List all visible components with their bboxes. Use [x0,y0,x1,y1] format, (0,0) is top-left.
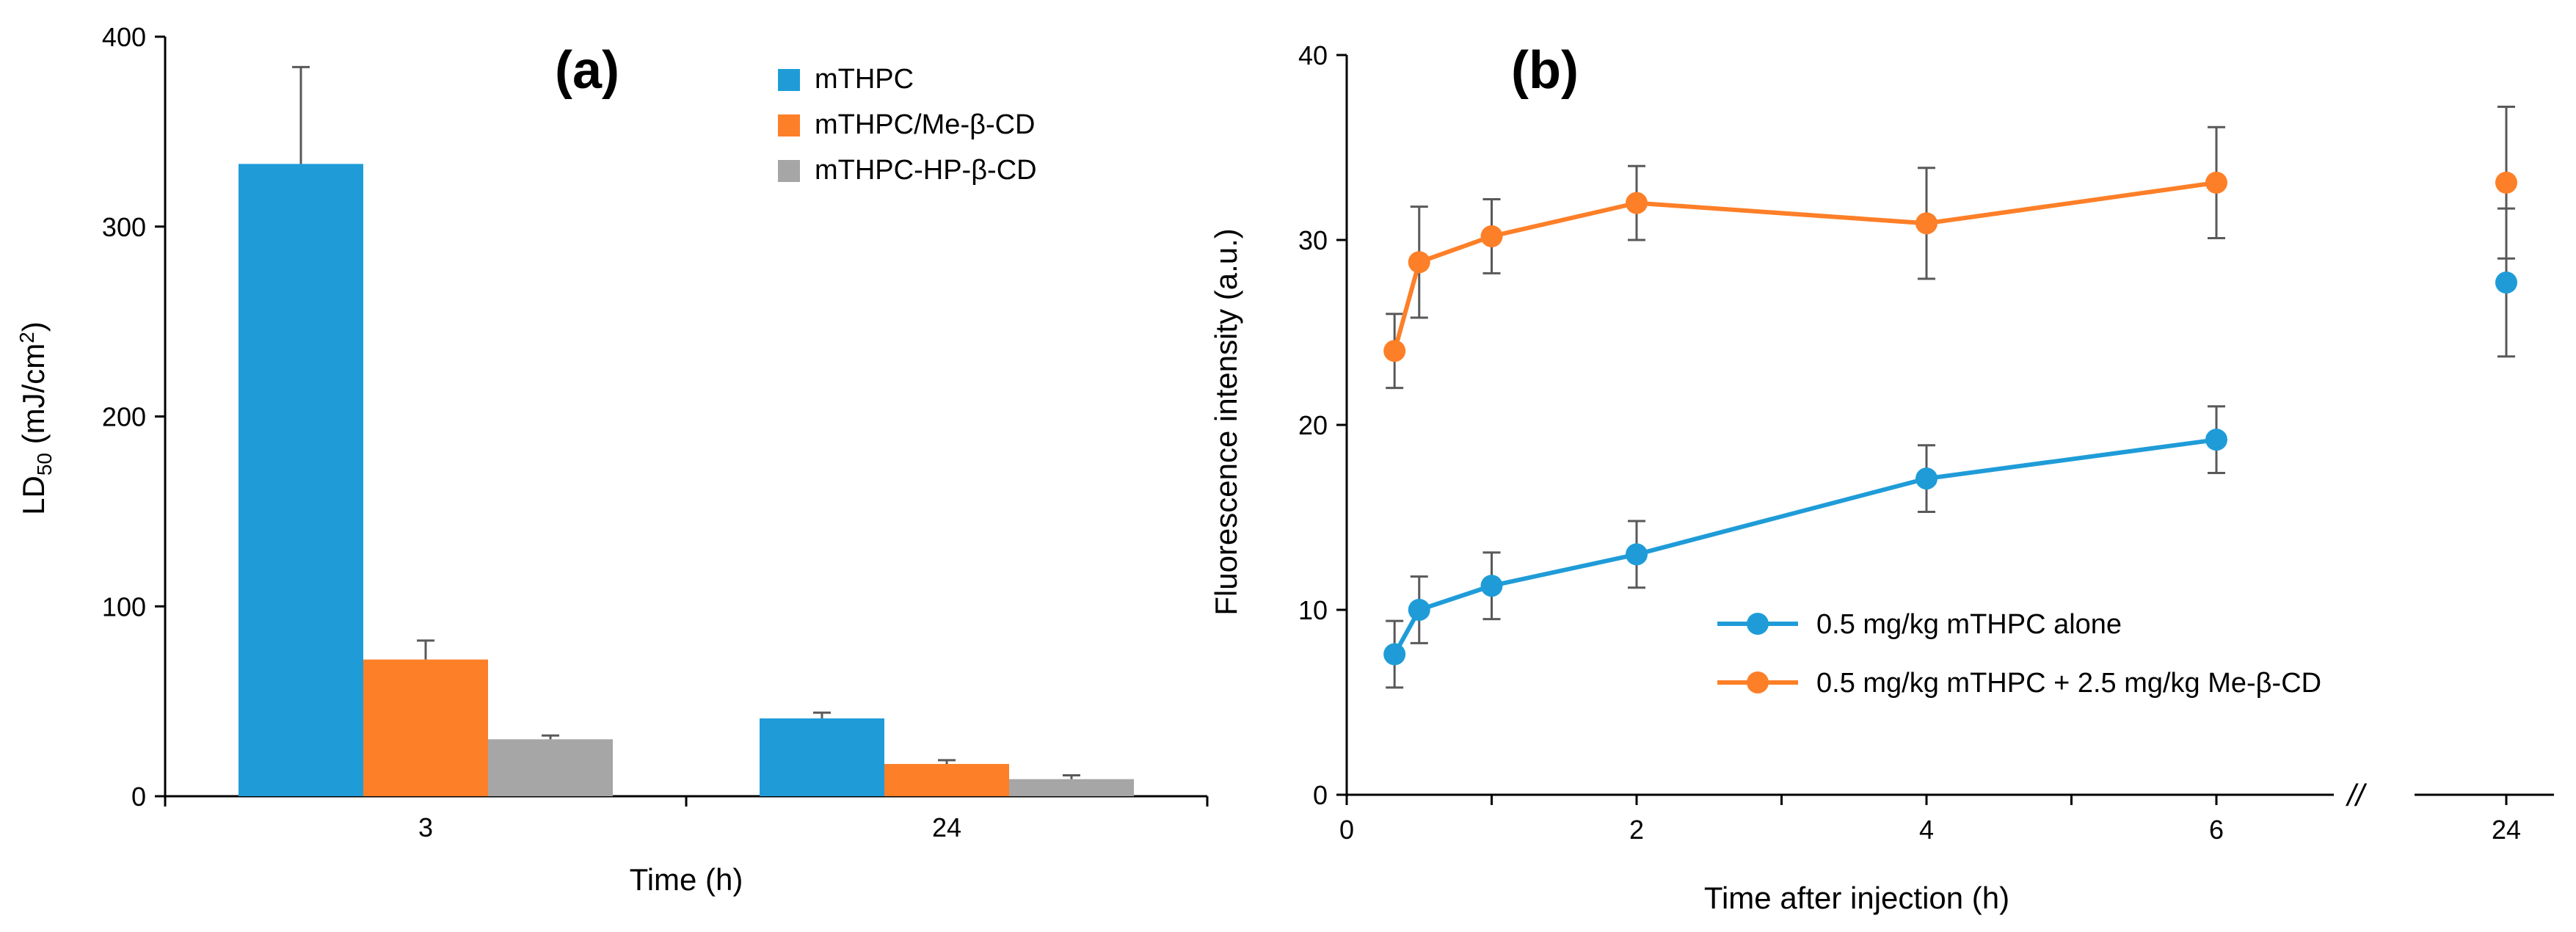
data-point [1408,251,1430,274]
panel-b-x-axis-label: Time after injection (h) [1704,881,2009,915]
data-point [2205,171,2227,194]
data-point [1383,340,1406,363]
panel-a-bars [239,164,1134,797]
x-tick-label: 24 [2492,815,2521,845]
panel-b-legend: 0.5 mg/kg mTHPC alone 0.5 mg/kg mTHPC + 2… [1717,609,2321,699]
y-tick-label: 200 [102,402,146,432]
y-tick-label: 0 [131,782,146,812]
ylabel-unit-superscript: 2 [15,332,38,343]
y-tick-label: 10 [1298,595,1328,625]
data-point [2205,429,2227,451]
bar [1009,779,1134,796]
panel-b-series-lines [1392,180,2217,655]
panel-a-error-bars [292,65,1080,779]
x-tick-label: 3 [418,812,433,842]
x-tick-label: 0 [1339,815,1354,845]
data-point [1626,192,1648,214]
ylabel-subscript: 50 [33,453,56,476]
panel-b-y-axis-label: Fluorescence intensity (a.u.) [1209,228,1243,616]
panel-a-bar-chart: 0 100 200 300 400 3 24 (a) Time (h) LD50 (mJ/c… [15,22,1209,897]
panel-a-y-axis-label: LD50 (mJ/cm2) [15,321,56,515]
legend-label: 0.5 mg/kg mTHPC alone [1816,609,2122,640]
panel-b-points [1383,171,2517,666]
bar [760,718,884,796]
y-tick-label: 300 [102,212,146,242]
bar [884,764,1009,796]
y-tick-label: 400 [102,22,146,52]
legend-marker [1747,613,1769,635]
x-tick-label: 6 [2209,815,2224,845]
ylabel-main: LD [16,476,51,515]
bar [363,659,488,796]
ylabel-unit-pre: (mJ/cm [16,343,51,453]
y-tick-label: 30 [1298,225,1328,255]
y-tick-label: 100 [102,591,146,622]
data-point [1915,212,1938,235]
legend-swatch [778,69,800,91]
legend-label: mTHPC-HP-β-CD [815,155,1037,186]
y-tick-label: 40 [1298,40,1328,70]
panel-b-label: (b) [1511,41,1579,100]
data-point [2495,271,2517,294]
legend-label: mTHPC [815,64,914,95]
ylabel-unit-post: ) [16,321,51,332]
panel-a-ticks: 0 100 200 300 400 3 24 [102,22,1209,842]
legend-label: mTHPC/Me-β-CD [815,109,1036,140]
legend-marker [1747,671,1769,693]
axis-break-mark: // [2345,778,2368,812]
panel-a-label: (a) [555,41,619,100]
legend-swatch [778,160,800,182]
data-point [1480,225,1503,247]
y-tick-label: 0 [1313,780,1328,810]
panel-a-legend: mTHPC mTHPC/Me-β-CD mTHPC-HP-β-CD [778,64,1037,186]
legend-swatch [778,114,800,136]
data-point [1480,575,1503,597]
x-tick-label: 4 [1919,815,1934,845]
panel-b-error-bars [1386,106,2515,689]
data-point [1626,543,1648,566]
y-tick-label: 20 [1298,410,1328,440]
data-point [1408,599,1430,621]
data-point [2495,171,2517,194]
bar [239,164,363,797]
bar [488,739,613,796]
panel-a-x-axis-label: Time (h) [630,862,743,897]
series-line [1392,180,2217,352]
x-tick-label: 24 [932,812,961,842]
data-point [1915,467,1938,490]
legend-label: 0.5 mg/kg mTHPC + 2.5 mg/kg Me-β-CD [1816,668,2321,699]
x-tick-label: 2 [1629,815,1644,845]
data-point [1383,643,1406,666]
